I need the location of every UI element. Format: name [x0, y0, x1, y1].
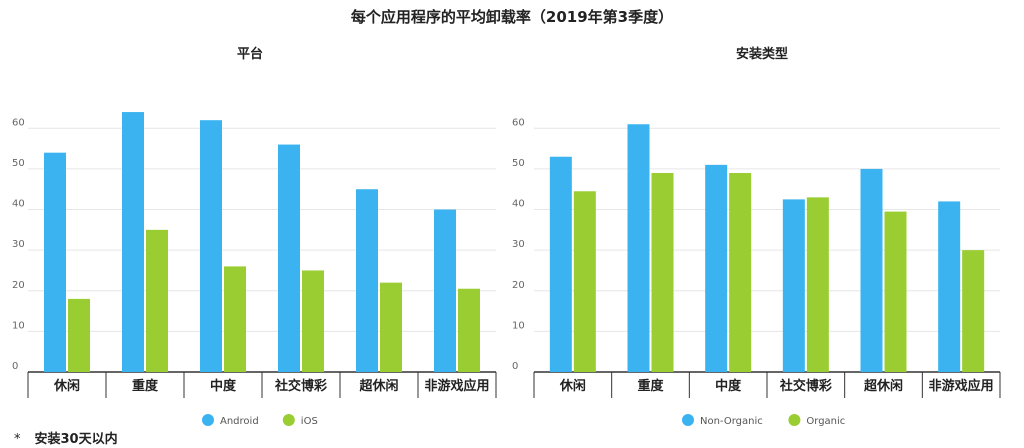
x-tick-label: 中度: [715, 378, 742, 394]
legend-swatch: [682, 414, 694, 426]
bar-secondary: [146, 229, 168, 372]
bar-secondary: [806, 197, 829, 372]
bar-primary: [44, 152, 66, 372]
legend-swatch: [788, 414, 801, 426]
y-tick-label: 0: [512, 361, 518, 372]
bar-secondary: [302, 270, 324, 372]
x-tick-label: 休闲: [559, 378, 586, 394]
install-type-chart: 安装类型 0 10 20 30 40 50 60 休闲 重度 中度 社交博彩 超休闲 非游戏应用 Non-O…: [500, 36, 1024, 432]
y-tick-label: 30: [12, 239, 25, 250]
bar-primary: [356, 189, 378, 372]
x-tick-label: 重度: [637, 378, 664, 394]
y-tick-label: 0: [12, 361, 18, 372]
bar-secondary: [68, 298, 90, 372]
legend-label: Android: [220, 416, 259, 427]
x-tick-label: 休闲: [53, 378, 80, 394]
bar-primary: [705, 164, 728, 372]
bar-primary: [938, 201, 961, 372]
x-tick-label: 超休闲: [359, 378, 398, 394]
footnote-marker: *: [14, 432, 21, 447]
y-tick-label: 20: [512, 280, 525, 291]
bar-primary: [434, 209, 456, 372]
bar-primary: [200, 120, 222, 372]
bar-secondary: [224, 266, 246, 372]
y-tick-label: 50: [12, 158, 25, 169]
y-tick-label: 40: [512, 199, 525, 210]
x-tick-label: 中度: [210, 378, 237, 394]
bar-primary: [278, 144, 300, 372]
bar-primary: [549, 156, 572, 372]
footnote-text: 安装30天以内: [34, 432, 118, 447]
platform-chart-svg: 平台 0 10 20 30 40 50 60 休闲 重度 中度 社交博彩 超休闲 非游戏应用 Android…: [12, 46, 497, 427]
install-type-chart-svg: 安装类型 0 10 20 30 40 50 60 休闲 重度 中度 社交博彩 超休闲 非游戏应用 Non-O…: [512, 46, 1001, 427]
x-tick-label: 社交博彩: [779, 378, 832, 394]
main-title: 每个应用程序的平均卸载率（2019年第3季度）: [350, 8, 674, 26]
bar-primary: [782, 199, 805, 372]
platform-chart: 平台 0 10 20 30 40 50 60 休闲 重度 中度 社交博彩 超休闲 非游戏应用 Android…: [0, 36, 500, 432]
bar-secondary: [458, 288, 480, 372]
bar-secondary: [380, 282, 402, 372]
chart-title: 安装类型: [736, 46, 788, 62]
y-tick-label: 50: [512, 158, 525, 169]
y-tick-label: 60: [12, 117, 25, 128]
y-tick-label: 40: [12, 199, 25, 210]
legend-label: Organic: [806, 416, 845, 427]
x-tick-label: 重度: [132, 378, 159, 394]
bar-primary: [122, 112, 144, 373]
x-tick-label: 超休闲: [864, 378, 903, 394]
legend-swatch: [282, 414, 295, 426]
y-tick-label: 10: [12, 320, 25, 331]
chart-title: 平台: [237, 46, 263, 62]
y-tick-label: 20: [12, 280, 25, 291]
bar-secondary: [651, 172, 674, 372]
bar-secondary: [962, 250, 985, 372]
x-tick-label: 非游戏应用: [929, 378, 994, 394]
bar-secondary: [573, 191, 596, 372]
x-tick-label: 社交博彩: [274, 378, 327, 394]
y-tick-label: 60: [512, 117, 525, 128]
y-tick-label: 30: [512, 239, 525, 250]
legend-label: iOS: [301, 416, 318, 427]
bar-primary: [627, 124, 650, 372]
bar-primary: [860, 168, 883, 372]
legend-swatch: [202, 414, 214, 426]
bar-secondary: [729, 172, 752, 372]
y-tick-label: 10: [512, 320, 525, 331]
x-tick-label: 非游戏应用: [424, 378, 489, 394]
footnote: * 安装30天以内: [14, 428, 118, 447]
bar-secondary: [884, 211, 907, 372]
legend-label: Non-Organic: [700, 416, 763, 427]
